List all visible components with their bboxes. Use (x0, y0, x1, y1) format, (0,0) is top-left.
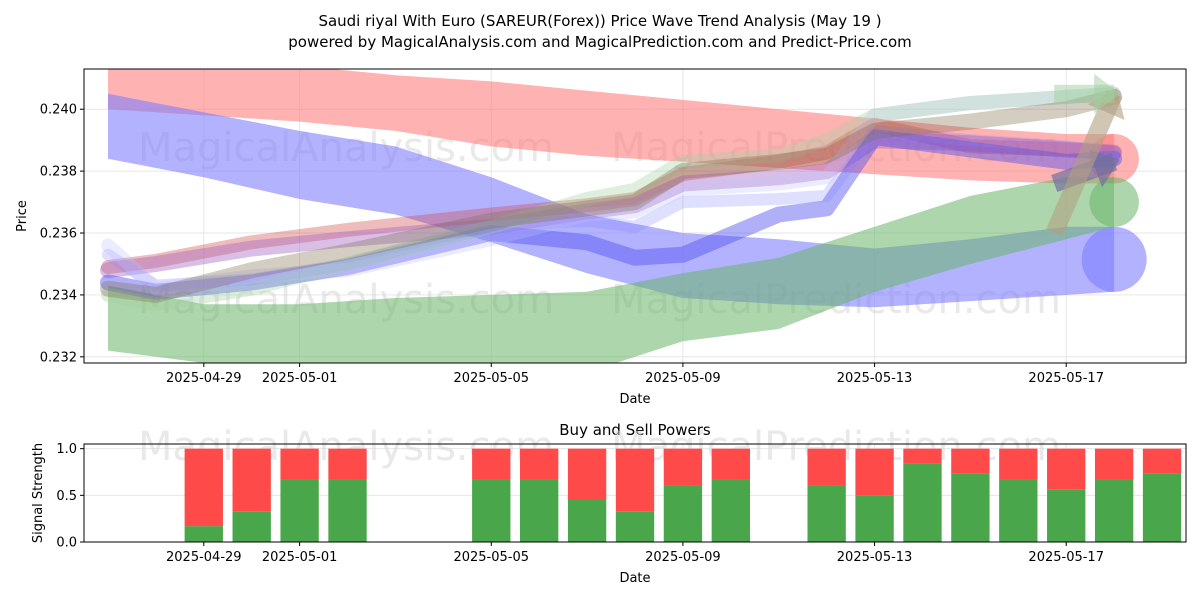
price-marks (100, 69, 1147, 363)
wave-line-6 (101, 86, 1122, 312)
signal-x-tick-label: 2025-04-29 (166, 550, 242, 565)
signal-axes-frame (83, 443, 1187, 543)
wave-line-4 (102, 124, 1121, 292)
sell-bar (903, 448, 942, 464)
sell-bar (615, 448, 655, 512)
signal-panel-title: Buy and Sell Powers (559, 421, 711, 439)
price-panel: MagicalAnalysis.com MagicalPrediction.co… (15, 68, 1187, 407)
chart-title-line2: powered by MagicalAnalysis.com and Magic… (288, 33, 912, 51)
wave-line-1 (101, 117, 1122, 275)
signal-x-tick-label: 2025-05-05 (453, 550, 529, 565)
buy-bar (280, 479, 319, 542)
buy-bar (615, 511, 655, 542)
price-x-tick-label: 2025-05-05 (453, 371, 529, 386)
wave-line-2 (100, 132, 1123, 279)
price-x-tick-label: 2025-05-13 (837, 371, 913, 386)
blue-trend-band-cap (1081, 226, 1147, 292)
green-trend-band (108, 177, 1115, 363)
sell-bar (184, 448, 223, 527)
signal-x-tick-label: 2025-05-17 (1028, 550, 1104, 565)
sell-bar (855, 448, 894, 496)
signal-y-axis-label: Signal Strength (31, 443, 46, 543)
sell-bar (472, 448, 511, 480)
signal-y-ticks: 0.0 0.5 1.0 (56, 442, 84, 551)
signal-y-tick-label: 1.0 (56, 442, 77, 457)
sell-bar (328, 448, 367, 480)
sell-bar (663, 448, 703, 486)
buy-bar (711, 479, 750, 542)
buy-bar (472, 479, 511, 542)
price-x-tick-label: 2025-04-29 (166, 371, 242, 386)
price-y-tick-label: 0.240 (40, 103, 77, 118)
sell-bar (807, 448, 846, 486)
sell-bar (1047, 448, 1086, 490)
sell-bar (567, 448, 607, 500)
price-y-tick-label: 0.236 (40, 227, 77, 242)
wave-line-5 (101, 86, 1122, 296)
sell-bar (1142, 448, 1182, 474)
wave-line-3 (100, 129, 1123, 300)
price-y-tick-label: 0.234 (40, 288, 77, 303)
price-x-tick-label: 2025-05-09 (645, 371, 721, 386)
buy-bar (951, 473, 990, 542)
signal-y-tick-label: 0.0 (56, 536, 77, 551)
signal-x-ticks: 2025-04-29 2025-05-01 2025-05-05 2025-05-09… (166, 542, 1104, 565)
chart-title-line1: Saudi riyal With Euro (SAREUR(Forex)) Pr… (318, 12, 881, 30)
price-x-tick-label: 2025-05-01 (262, 371, 338, 386)
buy-bar (663, 485, 703, 542)
price-x-tick-label: 2025-05-17 (1028, 371, 1104, 386)
sell-bar (951, 448, 990, 474)
buy-bar (1094, 479, 1134, 542)
sell-bar (232, 448, 271, 512)
red-trend-band (108, 69, 1115, 184)
trend-arrow-head-1 (1088, 149, 1120, 188)
buy-bar (184, 526, 223, 542)
wave-line-7 (100, 88, 1123, 303)
sell-bar (1094, 448, 1134, 480)
trend-arrow-head-3 (1094, 73, 1121, 114)
signal-x-tick-label: 2025-05-01 (262, 550, 338, 565)
trend-arrow-2 (1045, 90, 1123, 237)
price-y-tick-label: 0.238 (40, 165, 77, 180)
buy-bar (903, 463, 942, 542)
buy-bar (1047, 489, 1086, 542)
price-y-axis-label: Price (15, 200, 30, 232)
sell-bar (999, 448, 1038, 480)
buy-bar (807, 485, 846, 542)
buy-bar (999, 479, 1038, 542)
price-x-ticks: 2025-04-29 2025-05-01 2025-05-05 2025-05-09… (166, 363, 1104, 386)
price-x-axis-label: Date (619, 392, 650, 407)
signal-bars (184, 448, 1182, 542)
buy-bar (1142, 473, 1182, 542)
sell-bar (711, 448, 750, 480)
price-y-tick-label: 0.232 (40, 350, 77, 365)
buy-bar (520, 479, 559, 542)
signal-x-tick-label: 2025-05-09 (645, 550, 721, 565)
signal-y-tick-label: 0.5 (56, 489, 77, 504)
signal-panel: Buy and Sell Powers MagicalAnalysis.com … (31, 421, 1187, 586)
buy-bar (567, 500, 607, 542)
price-y-ticks: 0.232 0.234 0.236 0.238 0.240 (40, 103, 84, 365)
sell-bar (520, 448, 559, 480)
signal-x-axis-label: Date (619, 571, 650, 586)
price-axes-frame (83, 68, 1187, 364)
buy-bar (855, 495, 894, 542)
sell-bar (280, 448, 319, 480)
buy-bar (328, 479, 367, 542)
green-trend-band-cap (1089, 177, 1139, 227)
signal-x-tick-label: 2025-05-13 (837, 550, 913, 565)
buy-bar (232, 511, 271, 542)
